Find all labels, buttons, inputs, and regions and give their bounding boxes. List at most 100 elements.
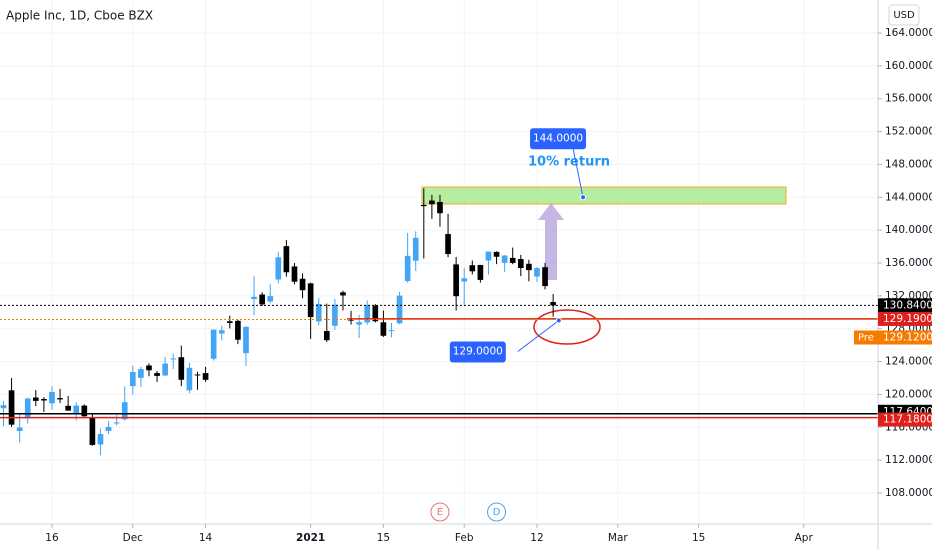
event-marker: [430, 502, 450, 522]
y-tick-label: 108.0000: [885, 487, 932, 499]
candle-body: [404, 255, 411, 282]
candle-body: [251, 296, 257, 300]
y-tick-label: 160.0000: [885, 60, 932, 72]
candle-body: [323, 331, 330, 341]
candle-body: [49, 391, 55, 404]
target-zone: [421, 186, 787, 205]
candle-body: [73, 405, 80, 415]
y-tick-label: 124.0000: [885, 356, 932, 368]
candle-body: [186, 367, 193, 391]
candle-body: [105, 427, 112, 431]
x-tick-label: 2021: [296, 532, 325, 544]
annotation-text: 10% return: [528, 155, 610, 170]
candle-body: [194, 374, 201, 376]
candle-body: [356, 322, 362, 325]
candle-body: [178, 357, 185, 380]
x-tick-label: Mar: [608, 532, 628, 544]
candle-body: [170, 358, 177, 360]
candle-body: [340, 292, 346, 296]
candle-body: [226, 321, 233, 323]
candle-body: [243, 326, 249, 354]
candle-body: [259, 294, 265, 305]
candle-body: [501, 255, 508, 263]
candle-body: [202, 373, 209, 380]
currency: USD: [893, 10, 915, 21]
candle-body: [396, 295, 403, 324]
candle-body: [437, 201, 443, 214]
candle-body: [461, 278, 468, 282]
x-tick-label: 16: [45, 532, 59, 544]
candle-body: [291, 266, 298, 282]
y-tick-label: 148.0000: [885, 158, 932, 170]
candle-body: [526, 263, 532, 271]
candle-body: [429, 200, 435, 205]
candle-body: [81, 405, 88, 417]
event-label: E: [437, 507, 443, 518]
y-tick-label: 164.0000: [885, 27, 932, 39]
candle-body: [315, 303, 322, 322]
price-label: 117.1800: [883, 414, 932, 426]
callout-label: 129.0000: [453, 345, 503, 357]
callout-label: 144.0000: [533, 132, 583, 144]
candle-body: [138, 369, 144, 378]
candle-body: [8, 390, 15, 425]
x-tick-label: 14: [199, 532, 213, 544]
x-tick-label: 15: [692, 532, 705, 544]
candle-body: [420, 204, 427, 207]
circle-highlight: [533, 309, 601, 345]
y-tick-label: 156.0000: [885, 93, 932, 105]
x-tick-label: Dec: [123, 532, 144, 544]
x-tick-label: Feb: [455, 532, 474, 544]
candle-body: [65, 405, 71, 411]
price-label-box: [878, 311, 932, 326]
candle-body: [275, 257, 282, 280]
candle-body: [364, 304, 371, 323]
y-tick-label: 112.0000: [885, 454, 932, 466]
currency-box[interactable]: [888, 4, 920, 26]
candle-body: [453, 264, 459, 297]
y-tick-label: 152.0000: [885, 126, 932, 138]
candle-body: [477, 264, 484, 280]
candle-body: [469, 265, 476, 272]
candle-body: [485, 251, 492, 261]
candle-body: [267, 296, 274, 302]
candle-body: [509, 257, 516, 263]
candle-body: [493, 251, 500, 257]
candle-body: [380, 322, 387, 336]
candle-body: [154, 373, 160, 376]
candle-body: [445, 234, 451, 255]
candle-body: [534, 268, 540, 277]
plot: [0, 188, 878, 456]
chart-title: Apple Inc, 1D, Cboe BZX: [6, 9, 153, 23]
event-label: D: [493, 507, 501, 518]
up-arrow: [538, 203, 564, 280]
candle-body: [218, 330, 225, 334]
callout-box: [530, 128, 587, 150]
x-tick-label: 15: [377, 532, 390, 544]
candle-body: [146, 365, 152, 371]
candle-body: [235, 320, 241, 340]
candle-body: [299, 278, 306, 291]
candle-body: [129, 372, 136, 387]
candle-body: [89, 417, 96, 445]
candle-body: [32, 397, 39, 401]
price-label-box: [878, 298, 932, 313]
callout-line: [572, 148, 584, 198]
candle-body: [97, 434, 104, 445]
price-label-box: [878, 330, 932, 345]
price-label: 129.1200: [883, 332, 932, 344]
candle-body: [372, 305, 379, 322]
price-label: 130.8400: [883, 299, 932, 311]
y-tick-label: 140.0000: [885, 224, 932, 236]
candle-body: [542, 267, 548, 287]
candle-body: [332, 304, 338, 326]
candle-body: [0, 405, 7, 409]
candle-body: [113, 422, 120, 424]
price-label: 129.1900: [883, 313, 932, 325]
candle-body: [16, 427, 23, 431]
candle-body: [550, 302, 556, 306]
candle-body: [57, 398, 63, 400]
candle-body: [517, 259, 524, 269]
